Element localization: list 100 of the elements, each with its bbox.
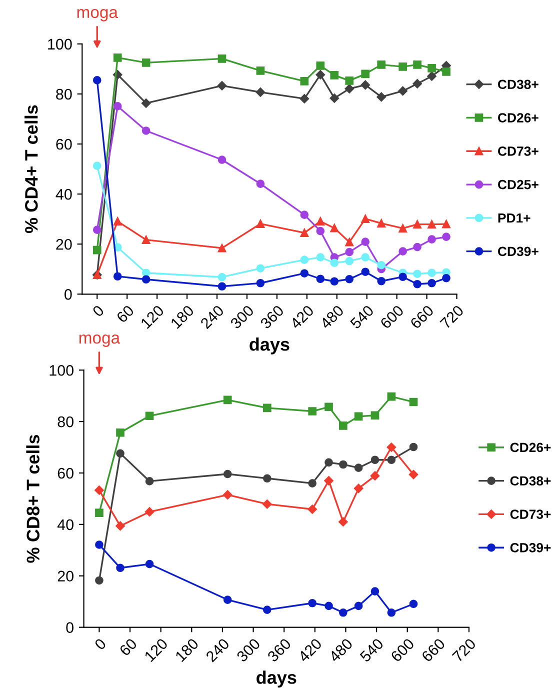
point	[308, 598, 317, 608]
point	[387, 456, 396, 464]
x-axis-title: days	[256, 670, 296, 688]
point	[345, 238, 354, 246]
point	[316, 70, 326, 80]
text: moga	[79, 334, 120, 347]
point	[300, 210, 309, 219]
point	[387, 392, 396, 401]
point	[141, 98, 151, 108]
y-tick-label: 20	[56, 238, 72, 250]
point	[413, 242, 422, 252]
point	[145, 560, 154, 568]
legend-label: CD39+	[510, 543, 551, 552]
y-axis-title: % CD8+ T cells	[26, 434, 40, 563]
point	[360, 80, 370, 90]
point	[413, 280, 422, 288]
text: moga	[77, 8, 118, 22]
point	[300, 256, 309, 264]
y-tick-label: 80	[56, 88, 72, 100]
x-tick-label: 240	[205, 638, 230, 662]
point	[344, 84, 354, 94]
point	[256, 278, 265, 288]
point	[324, 402, 333, 412]
point	[116, 521, 125, 531]
point	[427, 72, 436, 81]
point	[113, 217, 122, 226]
x-tick-label: 480	[319, 304, 344, 330]
point	[442, 68, 450, 76]
y-tick-label: 100	[48, 38, 72, 50]
point	[338, 517, 348, 526]
point	[316, 62, 325, 70]
point	[218, 54, 226, 63]
point	[398, 224, 407, 232]
point	[145, 412, 154, 420]
point	[256, 66, 265, 75]
point	[338, 421, 348, 430]
point	[345, 76, 354, 85]
point	[142, 126, 150, 135]
point	[95, 576, 104, 585]
point	[92, 76, 102, 84]
y-tick-label: 0	[64, 289, 72, 300]
point	[354, 484, 364, 494]
point	[387, 608, 396, 617]
point	[376, 92, 386, 102]
x-axis-title: days	[250, 338, 290, 354]
point	[442, 220, 450, 228]
point	[345, 256, 354, 266]
legend-label: CD73+	[498, 146, 538, 156]
x-tick-label: 600	[390, 638, 415, 662]
point	[330, 71, 339, 80]
point	[338, 460, 348, 469]
x-tick-label: 300	[236, 638, 261, 663]
point	[354, 464, 363, 472]
legend-label: CD25+	[498, 180, 538, 190]
point	[142, 236, 150, 244]
point	[409, 442, 418, 452]
point	[116, 449, 124, 458]
point	[377, 219, 386, 228]
point	[113, 272, 122, 281]
point	[398, 272, 407, 282]
y-axis-title: % CD4+ T cells	[24, 105, 38, 234]
point	[144, 507, 154, 516]
point	[428, 278, 436, 288]
point	[316, 253, 325, 262]
x-tick-label: 360	[266, 638, 292, 663]
point	[316, 226, 325, 236]
point	[377, 260, 386, 270]
x-tick-label: 660	[420, 638, 446, 662]
point	[262, 474, 272, 483]
point	[428, 220, 436, 228]
point	[300, 228, 309, 237]
point	[324, 458, 333, 467]
point	[223, 470, 232, 478]
y-tick-label: 100	[50, 364, 74, 376]
point	[308, 479, 317, 488]
point	[428, 235, 436, 244]
x-tick-label: 180	[170, 304, 195, 329]
point	[377, 276, 386, 286]
point	[300, 94, 310, 104]
x-tick-label: 240	[200, 304, 225, 330]
legend-label: CD38+	[510, 476, 551, 486]
point	[256, 88, 266, 97]
point	[217, 81, 227, 90]
point	[354, 412, 363, 421]
point	[408, 470, 418, 480]
point	[370, 456, 380, 464]
point	[145, 477, 154, 486]
point	[330, 277, 339, 286]
point	[256, 180, 265, 188]
legend-label: CD38+	[498, 80, 538, 90]
point	[412, 79, 422, 88]
point	[398, 62, 407, 71]
point	[398, 86, 408, 96]
point	[92, 162, 102, 170]
x-tick-label: 120	[140, 304, 165, 329]
point	[345, 274, 354, 284]
point	[95, 508, 104, 518]
x-tick-label: 180	[174, 638, 200, 662]
point	[409, 600, 418, 608]
point	[116, 564, 124, 572]
